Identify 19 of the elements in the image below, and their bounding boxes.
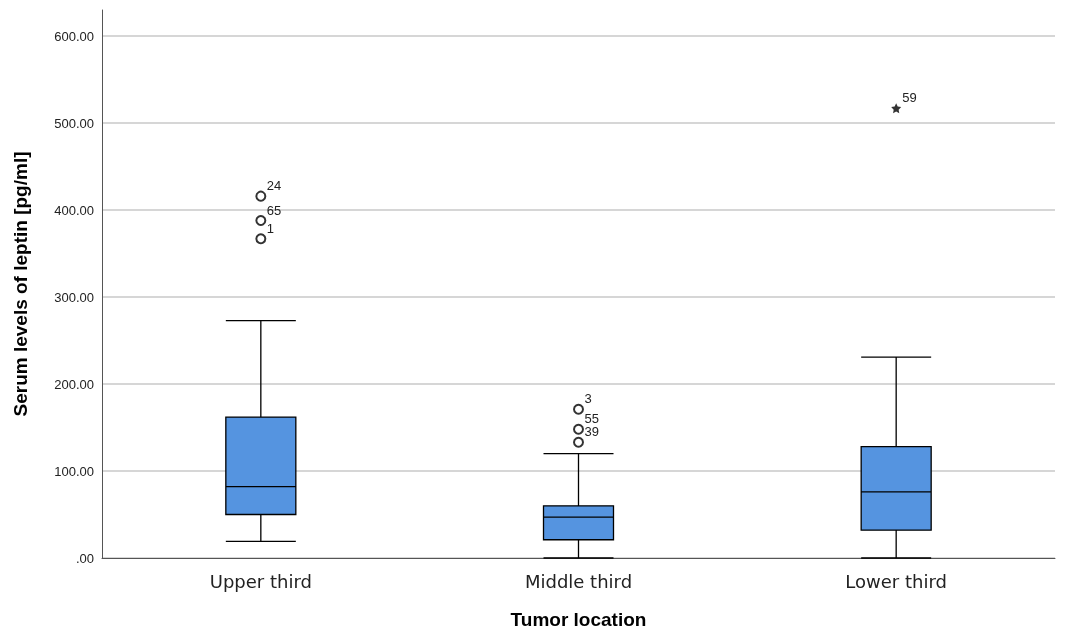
annotation: 59 <box>902 90 917 106</box>
annotation: 65 <box>266 202 282 218</box>
y-tick-label: 600.00 <box>54 28 94 44</box>
y-tick-label: 400.00 <box>54 202 94 218</box>
x-tick-label: Upper third <box>209 570 312 592</box>
y-tick-label: .00 <box>75 550 94 566</box>
annotation: 39 <box>584 424 599 440</box>
y-tick-label: 500.00 <box>54 115 94 131</box>
y-tick-label: 100.00 <box>54 463 94 479</box>
y-axis-title: Serum levels of leptin [pg/ml] <box>10 151 31 417</box>
annotation: 55 <box>584 411 599 427</box>
x-axis-title: Tumor location <box>510 609 647 630</box>
annotation: 3 <box>584 391 592 407</box>
annotation: 24 <box>266 178 282 194</box>
y-tick-label: 200.00 <box>54 376 94 392</box>
y-tick-label: 300.00 <box>54 289 94 305</box>
x-tick-label: Lower third <box>845 570 947 592</box>
x-tick-label: Middle third <box>524 570 633 592</box>
annotation: 1 <box>266 220 275 236</box>
